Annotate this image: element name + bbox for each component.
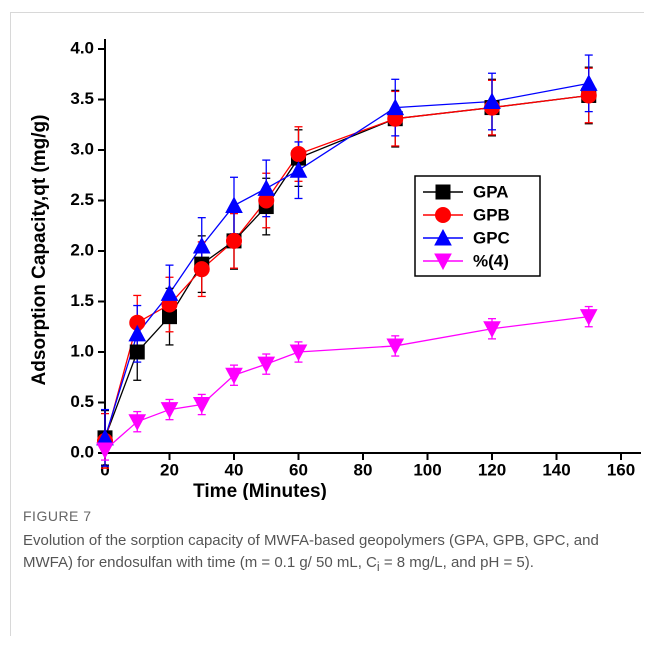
y-tick-label: 1.0 xyxy=(70,341,94,360)
caption-text: = 8 mg/L, and pH = 5). xyxy=(379,554,534,571)
x-tick-label: 20 xyxy=(160,460,179,479)
legend-label: GPA xyxy=(473,182,509,201)
series-line xyxy=(104,82,589,439)
y-tick-label: 0.5 xyxy=(70,392,94,411)
y-tick-label: 1.5 xyxy=(70,291,94,310)
chart: Time (Minutes) Adsorption Capacity,qt (m… xyxy=(29,38,641,500)
y-tick-label: 2.0 xyxy=(70,240,94,259)
x-axis-label: Time (Minutes) xyxy=(193,481,327,500)
y-axis-label: Adsorption Capacity,qt (mg/g) xyxy=(29,115,50,386)
data-point xyxy=(257,356,276,374)
data-point xyxy=(128,324,147,342)
legend-marker xyxy=(435,207,451,223)
data-point xyxy=(225,196,243,214)
y-tick-label: 3.0 xyxy=(70,139,94,158)
data-point xyxy=(483,321,501,338)
data-point xyxy=(257,179,276,196)
data-point xyxy=(579,309,598,326)
series-line xyxy=(104,316,589,451)
data-point xyxy=(160,402,179,419)
legend-marker xyxy=(435,184,451,200)
x-tick-label: 120 xyxy=(478,460,506,479)
data-point xyxy=(192,236,211,254)
data-point xyxy=(483,92,501,110)
figure-caption: Evolution of the sorption capacity of MW… xyxy=(23,530,613,578)
x-tick-label: 60 xyxy=(289,460,308,479)
x-tick-label: 100 xyxy=(413,460,441,479)
y-tick-label: 2.5 xyxy=(70,190,94,209)
data-point xyxy=(225,367,243,385)
y-tick-label: 4.0 xyxy=(70,38,94,57)
data-point xyxy=(386,338,405,356)
x-tick-label: 0 xyxy=(100,460,109,479)
x-tick-label: 140 xyxy=(542,460,570,479)
x-tick-label: 80 xyxy=(354,460,373,479)
data-point xyxy=(128,414,147,431)
data-point xyxy=(193,261,210,278)
data-point xyxy=(160,284,179,301)
y-tick-label: 0.0 xyxy=(70,442,94,461)
y-tick-label: 3.5 xyxy=(70,89,94,108)
data-point xyxy=(226,232,242,249)
legend-marker xyxy=(434,228,452,246)
legend-label: GPC xyxy=(473,228,510,247)
data-point xyxy=(289,344,308,362)
caption-subscript: i xyxy=(376,560,380,574)
x-tick-label: 40 xyxy=(225,460,244,479)
legend-label: %(4) xyxy=(473,251,509,270)
legend-label: GPB xyxy=(473,205,510,224)
data-point xyxy=(386,98,405,116)
data-point xyxy=(129,344,145,360)
caption-text: Evolution of the sorption capacity of MW… xyxy=(23,532,599,571)
data-point xyxy=(192,397,211,414)
x-tick-label: 160 xyxy=(607,460,635,479)
legend-marker xyxy=(434,253,452,271)
data-point xyxy=(290,146,307,163)
data-point xyxy=(96,442,114,460)
data-point xyxy=(579,74,598,91)
data-point xyxy=(289,161,308,178)
figure-label: FIGURE 7 xyxy=(23,508,92,524)
figure-frame xyxy=(10,12,644,636)
